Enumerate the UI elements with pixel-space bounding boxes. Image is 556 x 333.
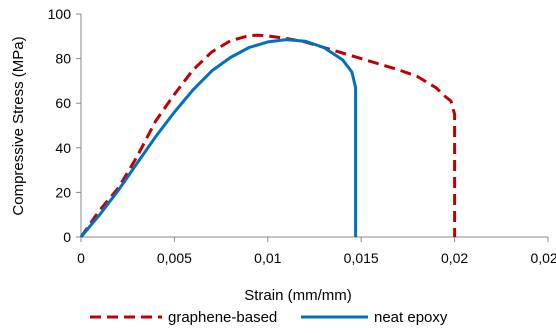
ticks-layer: 0 20 40 60 80 100 0 0,005 0,01 0,015 0,02 0,025 [48, 6, 556, 266]
y-tick-label: 0 [63, 229, 71, 245]
y-axis-title: Compressive Stress (MPa) [10, 36, 27, 215]
y-tick-label: 40 [55, 140, 71, 156]
legend-label-graphene-based: graphene-based [168, 309, 277, 326]
series-layer [79, 33, 457, 238]
y-tick-label: 80 [55, 51, 71, 67]
legend-label-neat-epoxy: neat epoxy [374, 309, 448, 326]
x-tick-label: 0,02 [441, 250, 468, 266]
y-tick-label: 100 [48, 6, 72, 22]
y-tick-label: 20 [55, 184, 71, 200]
x-tick-label: 0,01 [254, 250, 281, 266]
series-line-graphene-based [79, 33, 457, 238]
y-tick-label: 60 [55, 95, 71, 111]
legend: graphene-based neat epoxy [90, 309, 448, 326]
x-tick-label: 0 [77, 250, 85, 266]
x-tick-label: 0,015 [344, 250, 379, 266]
x-tick-label: 0,005 [157, 250, 192, 266]
axes [80, 14, 548, 238]
x-tick-label: 0,025 [530, 250, 556, 266]
x-axis-title: Strain (mm/mm) [244, 287, 352, 304]
series-line-neat-epoxy [79, 38, 358, 238]
